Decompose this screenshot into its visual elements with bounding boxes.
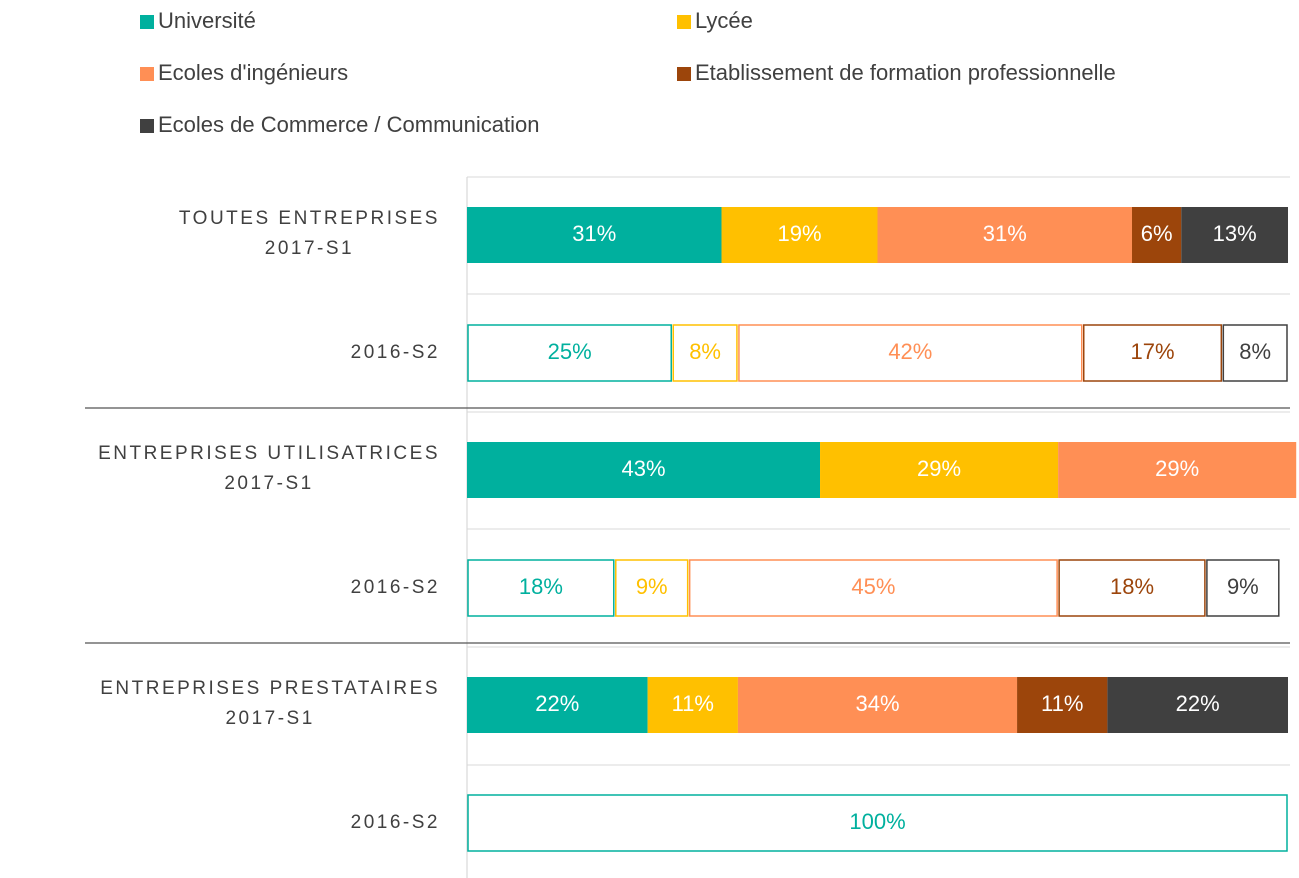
bar-segment bbox=[1083, 324, 1223, 382]
value-label: 45% bbox=[851, 574, 895, 599]
bar-segment bbox=[721, 207, 878, 263]
legend-label: Université bbox=[158, 8, 256, 33]
bar-segment bbox=[877, 207, 1133, 263]
legend-label: Ecoles de Commerce / Communication bbox=[158, 112, 539, 137]
bar-segment bbox=[467, 677, 648, 733]
category-label: TOUTES ENTREPRISES bbox=[179, 208, 440, 229]
legend-label: Ecoles d'ingénieurs bbox=[158, 60, 348, 85]
value-label: 11% bbox=[1041, 691, 1083, 716]
bar-segment bbox=[1132, 207, 1182, 263]
bar-segment bbox=[467, 442, 821, 498]
category-label: ENTREPRISES UTILISATRICES bbox=[98, 443, 440, 464]
value-label: 22% bbox=[535, 691, 579, 716]
bar-segment bbox=[672, 324, 738, 382]
value-label: 18% bbox=[1110, 574, 1154, 599]
bar-segment bbox=[1206, 559, 1280, 617]
value-label: 9% bbox=[636, 574, 668, 599]
value-label: 13% bbox=[1213, 221, 1257, 246]
legend-swatch bbox=[140, 15, 154, 29]
value-label: 43% bbox=[621, 456, 665, 481]
bar-segment bbox=[1181, 207, 1288, 263]
legend-swatch bbox=[140, 67, 154, 81]
value-label: 18% bbox=[519, 574, 563, 599]
value-label: 11% bbox=[672, 691, 714, 716]
bar-segment bbox=[688, 559, 1058, 617]
value-label: 8% bbox=[689, 339, 721, 364]
legend-swatch bbox=[677, 15, 691, 29]
bar-segment bbox=[738, 324, 1083, 382]
bar-segment bbox=[820, 442, 1059, 498]
value-label: 25% bbox=[548, 339, 592, 364]
value-label: 29% bbox=[1155, 456, 1199, 481]
legend-swatch bbox=[677, 67, 691, 81]
bar-segment bbox=[615, 559, 689, 617]
category-label: 2017-S1 bbox=[265, 238, 354, 259]
bar-segment bbox=[647, 677, 738, 733]
bar-segment bbox=[1107, 677, 1288, 733]
bar-segment bbox=[467, 559, 615, 617]
value-label: 19% bbox=[777, 221, 821, 246]
category-label: 2016-S2 bbox=[351, 577, 440, 598]
value-label: 34% bbox=[855, 691, 899, 716]
category-label: 2016-S2 bbox=[351, 342, 440, 363]
bar-segment bbox=[1017, 677, 1108, 733]
value-label: 42% bbox=[888, 339, 932, 364]
category-label: 2016-S2 bbox=[351, 812, 440, 833]
value-label: 17% bbox=[1131, 339, 1175, 364]
category-label: 2017-S1 bbox=[225, 708, 314, 729]
value-label: 8% bbox=[1239, 339, 1271, 364]
legend-label: Lycée bbox=[695, 8, 753, 33]
bar-segment bbox=[1058, 559, 1206, 617]
bar-segment bbox=[737, 677, 1018, 733]
value-label: 9% bbox=[1227, 574, 1259, 599]
value-label: 29% bbox=[917, 456, 961, 481]
bar-segment bbox=[1222, 324, 1288, 382]
legend-label: Etablissement de formation professionnel… bbox=[695, 60, 1116, 85]
value-label: 22% bbox=[1176, 691, 1220, 716]
legend-swatch bbox=[140, 119, 154, 133]
value-label: 31% bbox=[983, 221, 1027, 246]
value-label: 6% bbox=[1141, 221, 1173, 246]
bar-segment bbox=[467, 324, 672, 382]
value-label: 100% bbox=[849, 809, 905, 834]
bar-segment bbox=[467, 207, 722, 263]
bar-segment bbox=[467, 794, 1288, 852]
category-label: ENTREPRISES PRESTATAIRES bbox=[100, 678, 440, 699]
category-label: 2017-S1 bbox=[224, 473, 313, 494]
bar-segment bbox=[1058, 442, 1297, 498]
value-label: 31% bbox=[572, 221, 616, 246]
